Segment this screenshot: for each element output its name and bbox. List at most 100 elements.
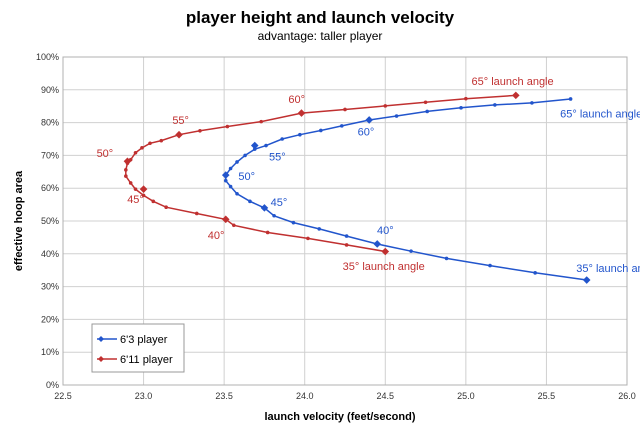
x-tick-label: 26.0 [618,391,636,401]
y-tick-label: 90% [41,85,59,95]
series-2-point [148,141,152,146]
chart-subtitle: advantage: taller player [257,29,383,43]
series-1-point [533,271,537,275]
series-1-point [298,132,302,137]
series-2-point [151,199,156,204]
series-1-point [235,191,239,196]
tick-labels: 0% 10% 20% 30% 40% 50% 60% 70% 80% 90% 100% 22.5 23.… [36,52,636,401]
angle-annotation: 60° [288,94,305,106]
y-tick-label: 70% [41,150,59,160]
x-tick-label: 25.5 [538,391,556,401]
series-2-point [140,146,144,150]
series-2-marker [512,91,520,100]
series-1-point [344,234,349,238]
series-2-marker [297,109,306,117]
series-2-marker [221,215,230,224]
angle-annotation: 65° launch angle [560,109,640,121]
x-tick-label: 24.0 [296,391,314,401]
series-1-point [493,103,497,107]
y-tick-label: 50% [41,216,59,226]
series-1-point [317,227,322,231]
legend: 6'3 player 6'11 player [91,323,185,373]
series-2-point [198,129,202,133]
series-1-point [444,256,449,261]
y-tick-label: 30% [41,282,59,292]
series-1-point [530,101,534,105]
legend-marker-2 [98,356,104,362]
x-tick-label: 22.5 [54,391,72,401]
angle-annotation: 35° launch angle [343,261,425,273]
x-tick-label: 23.0 [135,391,153,401]
series-1-point [235,160,239,164]
series-2-point [265,230,270,235]
series-1-marker [582,276,591,284]
series-1-point [243,153,247,158]
series-2-marker [139,185,148,193]
series-2-point [164,205,168,210]
series-2-point [141,193,146,198]
angle-annotation: 55° [172,115,189,127]
series-2-point [306,236,310,241]
series-2-point [464,96,468,101]
series-1-point [425,109,429,114]
angle-annotation: 50° [97,148,114,160]
series-2-point [225,124,230,129]
y-tick-label: 20% [41,314,59,324]
angle-annotation: 40° [377,225,394,237]
series-1-point [339,124,344,128]
series-1-marker [365,116,373,124]
series-line-1 [225,98,587,281]
angle-annotation: 60° [358,127,375,139]
series-2-point [343,107,347,112]
x-tick-label: 23.5 [215,391,233,401]
x-tick-label: 25.0 [457,391,475,401]
plot-frame [62,56,628,386]
series-1-marker [250,141,259,150]
series-1-point [319,128,323,133]
series-2-marker [175,130,183,139]
annotation-layer: 65° launch angle 60° 55° 50° 45° 40° 35° launc… [97,76,640,275]
series-1-point [409,249,413,253]
series-2-point [133,187,138,191]
series-1-point [488,263,492,268]
angle-annotation: 45° [127,194,144,206]
series-2-point [124,168,128,172]
chart-title: player height and launch velocity [185,8,455,27]
series-1-point [459,106,463,110]
y-tick-label: 10% [41,347,59,357]
angle-annotation: 35° launch angle [576,263,640,275]
series-1-point [228,184,233,189]
series-2-marker [381,247,390,256]
series-1-marker [221,171,230,179]
legend-label-2: 6'11 player [120,354,173,366]
series-2-point [194,211,199,216]
series-2-point [344,243,349,247]
series-1-point [248,199,252,204]
y-tick-label: 60% [41,183,59,193]
y-tick-label: 40% [41,249,59,259]
series-1-marker [373,240,382,248]
series-2-point [383,104,388,108]
y-tick-label: 0% [46,380,59,390]
series-1-point [264,143,268,148]
series-1-point [568,97,573,101]
grid-lines [62,56,628,386]
series-1-point [280,137,284,141]
series-2-point [124,174,128,178]
series-2-point [159,138,164,143]
angle-annotation: 55° [269,151,286,163]
x-tick-label: 24.5 [377,391,395,401]
legend-label-1: 6'3 player [120,334,168,346]
series-1-point [394,114,399,118]
angle-annotation: 40° [208,230,225,242]
y-tick-label: 100% [36,52,59,62]
series-2-point [259,119,264,124]
y-tick-label: 80% [41,118,59,128]
series-layer [123,91,591,284]
series-1-point [291,220,296,225]
series-2-point [128,181,133,185]
series-1-point [228,166,233,171]
x-axis-label: launch velocity (feet/second) [265,411,416,423]
series-2-point [232,223,236,228]
